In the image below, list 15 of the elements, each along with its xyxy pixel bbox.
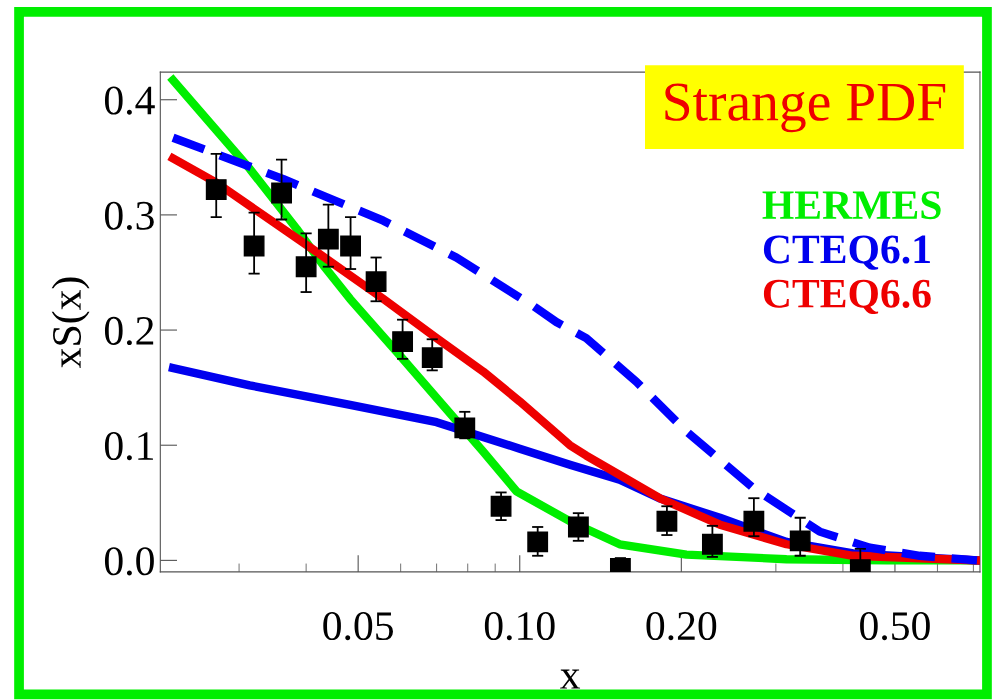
y-tick-label: 0.4 xyxy=(104,86,155,115)
y-tick-label: 0.0 xyxy=(104,547,154,576)
y-axis-title: xS(x) xyxy=(51,277,90,368)
x-tick-label: 0.50 xyxy=(860,611,930,641)
x-axis-title: x xyxy=(560,669,581,689)
chart-title: Strange PDF xyxy=(665,83,946,133)
text: CTEQ6.1 xyxy=(763,235,930,270)
y-tick-label: 0.1 xyxy=(104,431,153,461)
text: HERMES xyxy=(762,191,941,220)
y-tick-label: 0.2 xyxy=(104,316,154,346)
x-tick-label: 0.10 xyxy=(484,611,555,641)
x-tick-label: 0.05 xyxy=(323,611,393,641)
x-tick-label: 0.20 xyxy=(646,611,717,641)
y-tick-label: 0.3 xyxy=(104,201,154,230)
text: CTEQ6.6 xyxy=(763,279,931,315)
